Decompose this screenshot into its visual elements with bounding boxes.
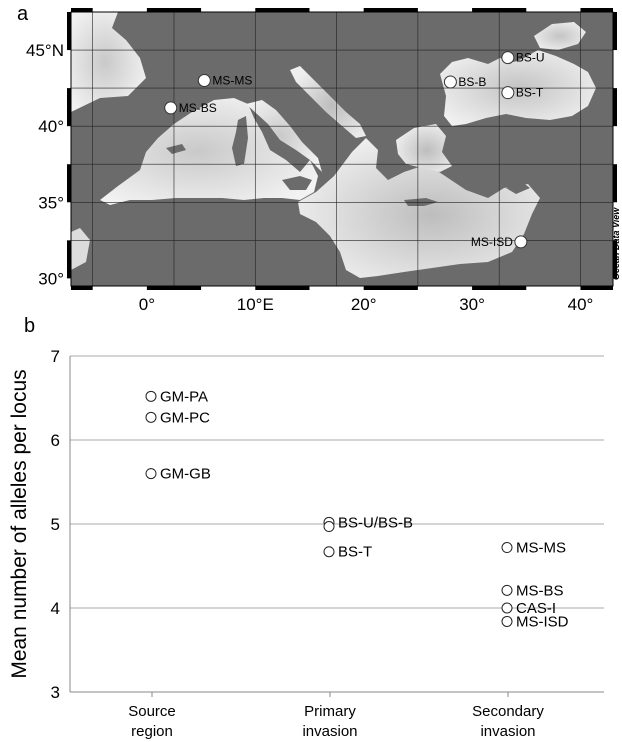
data-point: [501, 542, 513, 554]
map-tick-labels: 45°N 40° 35° 30° 0° 10°E 20° 30° 40°: [26, 41, 593, 314]
data-point: [501, 602, 513, 614]
map-frame-tick: [67, 240, 71, 279]
island-balearic: [166, 144, 186, 154]
x-tick-label: invasion: [480, 723, 535, 740]
sea-tyrrhenian: [246, 100, 322, 172]
y-tick-label: 5: [51, 515, 60, 534]
sea-adriatic: [290, 66, 366, 138]
panel-b-letter: b: [24, 315, 35, 337]
data-point: [323, 546, 335, 558]
x-tick-label: Source: [128, 703, 176, 720]
map-lon-tick-label: 40°: [568, 295, 594, 314]
map-lat-tick-label: 35°: [38, 193, 64, 212]
scatter-plot: 3 4 5 6 7 Source region Primary invasion Secondar…: [8, 347, 604, 740]
data-point-label: MS-BS: [516, 582, 564, 599]
y-tick-label: 7: [51, 347, 60, 366]
sea-eastern-med: [298, 138, 540, 278]
island-corsica-sardinia: [232, 116, 248, 166]
station-label: MS-ISD: [471, 235, 513, 249]
x-tick-label: invasion: [302, 723, 357, 740]
map-frame-tick: [146, 8, 202, 12]
station-marker: [164, 101, 178, 115]
panel-a-letter: a: [17, 3, 29, 25]
map-frame-tick: [146, 286, 202, 290]
data-point: [501, 584, 513, 596]
data-point-label: GM-PA: [160, 388, 208, 405]
map-frame-tick: [580, 286, 613, 290]
sea-atlantic-south: [71, 228, 90, 270]
sea-aegean: [396, 124, 452, 172]
map-frame-tick: [363, 286, 418, 290]
map-lat-tick-label: 30°: [38, 269, 64, 288]
map-lon-tick-label: 0°: [139, 295, 155, 314]
map-frame-tick: [67, 88, 71, 127]
map-frame-tick: [67, 12, 71, 51]
data-point-label: CAS-I: [516, 600, 556, 617]
map-frame-tick: [255, 286, 310, 290]
station-marker: [514, 235, 528, 249]
map-frame-tick: [255, 8, 310, 12]
map-frame-tick: [613, 240, 617, 279]
x-tick-label: Primary: [304, 703, 356, 720]
map-lat-tick-label: 40°: [38, 117, 64, 136]
station-marker: [501, 86, 515, 100]
map-lon-tick-label: 20°: [351, 295, 377, 314]
data-point: [323, 521, 335, 533]
map-frame-tick: [71, 286, 93, 290]
map-frame: [67, 8, 617, 290]
x-tick-label: Secondary: [472, 703, 544, 720]
sea-areas: [71, 12, 596, 278]
map-lat-tick-label: 45°N: [26, 41, 64, 60]
data-point-label: BS-U/BS-B: [338, 514, 413, 531]
y-tick-label: 3: [51, 683, 60, 702]
data-point: [145, 411, 157, 423]
sea-azov: [534, 22, 586, 50]
y-tick-label: 6: [51, 431, 60, 450]
map-lon-tick-label: 30°: [459, 295, 485, 314]
data-point: [145, 468, 157, 480]
station-label: BS-T: [516, 86, 544, 100]
map-border: [70, 11, 614, 287]
y-axis-label: Mean number of alleles per locus: [8, 369, 31, 678]
data-point: [145, 390, 157, 402]
data-point-label: GM-PC: [160, 409, 210, 426]
map-frame-tick: [613, 164, 617, 203]
island-cyprus: [506, 182, 530, 194]
data-point-label: GM-GB: [160, 466, 211, 483]
sea-western-med: [100, 98, 318, 205]
station-marker: [443, 75, 457, 89]
map-lon-tick-label: 10°E: [237, 295, 274, 314]
data-point: [501, 615, 513, 627]
map-frame-tick: [580, 8, 613, 12]
station-label: MS-BS: [179, 101, 217, 115]
data-point-label: BS-T: [338, 544, 372, 561]
watermark: Ocean Data View: [611, 207, 621, 280]
map-frame-tick: [67, 164, 71, 203]
map-frame-tick: [613, 88, 617, 127]
y-tick-label: 4: [51, 599, 60, 618]
map-gridlines: [71, 11, 613, 286]
sea-biscay: [71, 12, 146, 112]
map-frame-tick: [613, 12, 617, 51]
station-marker: [197, 74, 211, 87]
station-label: BS-B: [458, 75, 486, 89]
map-frame-tick: [71, 8, 93, 12]
data-point-label: MS-MS: [516, 540, 566, 557]
map: 45°N 40° 35° 30° 0° 10°E 20° 30° 40° MS-MS MS-BS B…: [26, 8, 621, 314]
station-marker: [501, 51, 515, 65]
map-frame-tick: [472, 8, 527, 12]
island-sicily: [282, 176, 312, 190]
data-point-label: MS-ISD: [516, 613, 569, 630]
map-frame-tick: [363, 8, 418, 12]
map-stations: MS-MS MS-BS BS-U BS-B BS-T MS-ISD: [164, 51, 545, 249]
map-frame-tick: [472, 286, 527, 290]
x-tick-label: region: [131, 723, 173, 740]
station-label: BS-U: [516, 51, 545, 65]
station-label: MS-MS: [212, 74, 252, 88]
